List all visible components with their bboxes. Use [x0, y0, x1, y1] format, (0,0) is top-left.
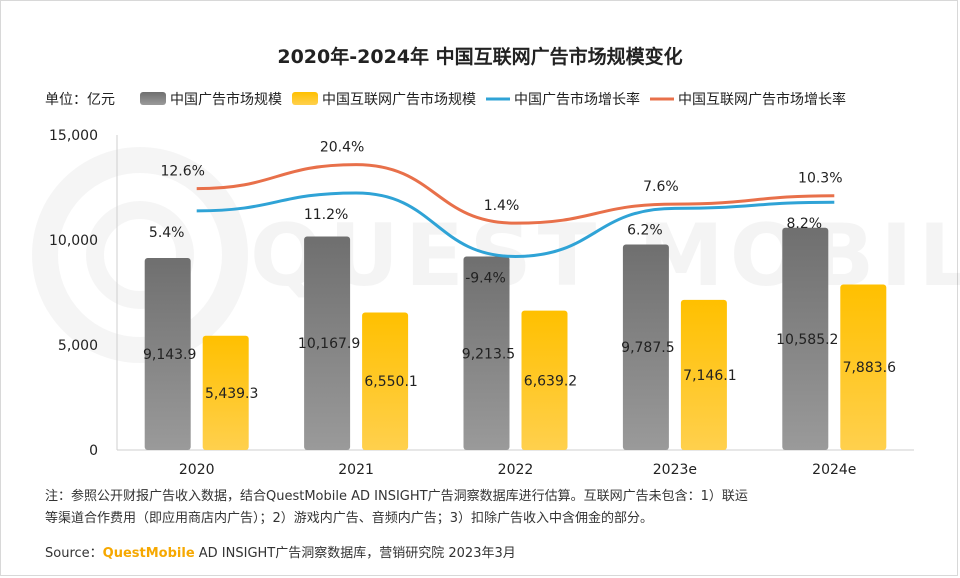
internet-ad-rate-line [196, 163, 835, 225]
note-line-1: 注：参照公开财报广告收入数据，结合QuestMobile AD INSIGHT广… [45, 488, 748, 504]
internet-ad-bar [362, 312, 409, 450]
y-tick-label: 0 [89, 443, 98, 459]
ad-market-bar [622, 244, 669, 450]
bar-value-label: 5,439.3 [205, 386, 258, 402]
unit-label: 单位：亿元 [45, 92, 115, 108]
rate-value-label: 7.6% [643, 179, 679, 195]
bar-value-label: 6,550.1 [364, 374, 417, 390]
ad-market-rate-line [196, 191, 835, 258]
ad-market-bar [304, 236, 351, 450]
rate-value-label: 20.4% [320, 140, 364, 156]
rate-value-label: 12.6% [160, 164, 204, 180]
ad-market-bar [782, 227, 829, 450]
legend-swatch [292, 92, 318, 105]
bar-value-label: 10,167.9 [298, 336, 360, 352]
x-tick-label: 2024e [812, 462, 856, 478]
source-prefix: Source： [45, 546, 103, 561]
rate-value-label: 5.4% [149, 225, 185, 241]
rate-lines [196, 163, 835, 258]
rate-value-label: 8.2% [787, 216, 823, 232]
bar-value-label: 9,143.9 [143, 347, 196, 363]
legend-label: 中国广告市场增长率 [514, 91, 640, 108]
source-brand: QuestMobile [103, 546, 195, 561]
internet-ad-bar [202, 335, 249, 450]
y-tick-label: 10,000 [49, 233, 98, 249]
ad-market-bar [144, 257, 191, 450]
y-tick-label: 5,000 [58, 338, 98, 354]
legend-label: 中国互联网广告市场增长率 [678, 91, 846, 108]
x-tick-label: 2020 [179, 462, 215, 478]
internet-ad-bar [521, 310, 568, 450]
legend: 中国广告市场规模 中国互联网广告市场规模 中国广告市场增长率 中国互联网广告市场增长率 [140, 91, 846, 108]
ad-market-bar [463, 256, 510, 450]
internet-ad-bar [680, 299, 727, 450]
rate-value-label: 1.4% [484, 198, 520, 214]
y-tick-label: 15,000 [49, 128, 98, 144]
rate-value-label: -9.4% [465, 270, 506, 286]
x-axis: 2020 2021 2022 2023e 2024e [179, 462, 857, 478]
data-labels: 9,143.9 10,167.9 9,213.5 9,787.5 10,585.2 5,4… [143, 140, 896, 402]
bar-value-label: 10,585.2 [776, 332, 838, 348]
chart-title: 2020年-2024年 中国互联网广告市场规模变化 [277, 45, 682, 68]
watermark: QUEST MOBILE [32, 147, 960, 363]
source-rest: AD INSIGHT广告洞察数据库，营销研究院 2023年3月 [195, 545, 516, 561]
source-line: Source：QuestMobile AD INSIGHT广告洞察数据库，营销研… [45, 545, 516, 561]
bar-value-label: 6,639.2 [524, 373, 577, 389]
bars [144, 227, 887, 450]
rate-value-label: 11.2% [304, 207, 348, 223]
x-tick-label: 2021 [338, 462, 374, 478]
legend-swatch [140, 92, 166, 105]
rate-value-label: 10.3% [798, 171, 842, 187]
rate-value-label: 6.2% [627, 222, 663, 238]
x-tick-label: 2023e [653, 462, 697, 478]
y-axis: 0 5,000 10,000 15,000 [49, 128, 98, 459]
internet-ad-bar [840, 284, 887, 450]
bar-value-label: 9,787.5 [621, 340, 674, 356]
legend-label: 中国广告市场规模 [170, 91, 282, 108]
legend-label: 中国互联网广告市场规模 [322, 91, 476, 108]
x-tick-label: 2022 [498, 462, 534, 478]
bar-value-label: 9,213.5 [462, 346, 515, 362]
note-line-2: 等渠道合作费用（即应用商店内广告）；2）游戏内广告、音频内广告；3）扣除广告收入… [45, 510, 653, 526]
bar-value-label: 7,146.1 [683, 368, 736, 384]
bar-value-label: 7,883.6 [843, 360, 897, 376]
